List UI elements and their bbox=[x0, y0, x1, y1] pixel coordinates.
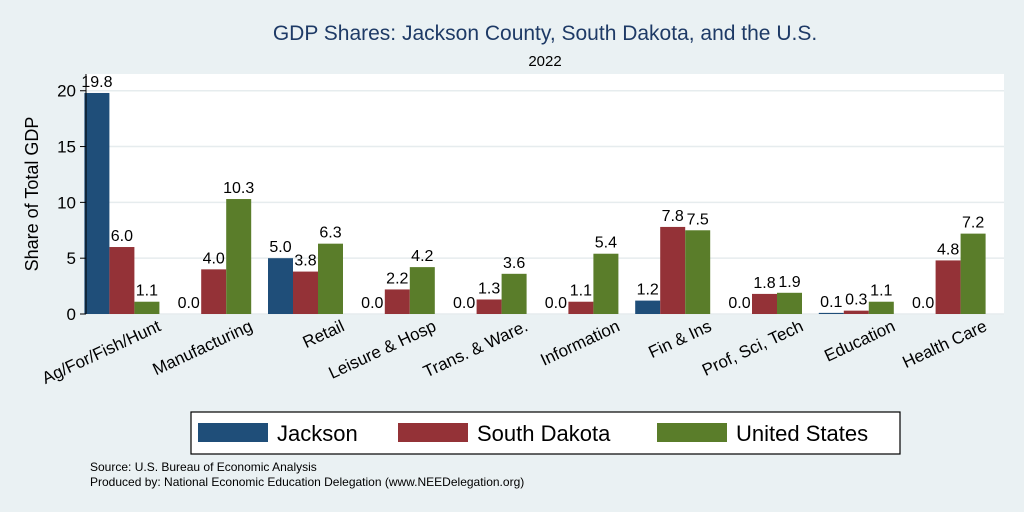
bar-south-dakota-prof-sci-tech bbox=[752, 293, 777, 314]
bar-united-states-prof-sci-tech bbox=[777, 292, 802, 314]
bar-united-states-health-care bbox=[960, 233, 986, 314]
value-label: 0.0 bbox=[912, 295, 934, 312]
bar-jackson-fin-ins bbox=[635, 300, 661, 314]
y-axis-label: Share of Total GDP bbox=[22, 117, 42, 272]
chart-subtitle: 2022 bbox=[528, 53, 561, 70]
bar-south-dakota-health-care bbox=[935, 260, 961, 314]
value-label: 1.9 bbox=[778, 274, 800, 291]
value-label: 1.1 bbox=[570, 283, 592, 300]
value-label: 7.2 bbox=[962, 215, 984, 232]
value-label: 1.8 bbox=[753, 275, 775, 292]
x-label-health-care: Health Care bbox=[900, 316, 990, 372]
value-label: 0.0 bbox=[361, 295, 383, 312]
bar-united-states-leisure-hosp bbox=[409, 267, 435, 314]
bar-south-dakota-fin-ins bbox=[660, 226, 686, 314]
legend-swatch-south-dakota bbox=[398, 423, 468, 442]
value-label: 1.1 bbox=[136, 283, 158, 300]
bars-group bbox=[84, 92, 986, 314]
source-note: Source: U.S. Bureau of Economic Analysis bbox=[90, 460, 317, 474]
value-label: 4.2 bbox=[411, 248, 433, 265]
bar-united-states-ag-for-fish-hunt bbox=[134, 301, 160, 314]
value-label: 6.3 bbox=[319, 225, 341, 242]
value-label: 3.8 bbox=[294, 253, 316, 270]
legend-label-united-states: United States bbox=[736, 421, 868, 446]
value-label: 5.4 bbox=[595, 235, 617, 252]
y-tick-label: 0 bbox=[67, 305, 76, 324]
value-label: 4.0 bbox=[203, 250, 225, 267]
y-tick-label: 10 bbox=[57, 193, 76, 212]
value-label: 7.8 bbox=[662, 208, 684, 225]
bar-south-dakota-ag-for-fish-hunt bbox=[109, 247, 135, 314]
value-label: 19.8 bbox=[81, 74, 112, 91]
bar-south-dakota-retail bbox=[293, 271, 318, 314]
produced-by-note: Produced by: National Economic Education… bbox=[90, 475, 524, 489]
bar-south-dakota-leisure-hosp bbox=[384, 289, 410, 314]
legend-swatch-united-states bbox=[657, 423, 727, 442]
legend-box bbox=[190, 411, 901, 455]
bar-south-dakota-information bbox=[568, 301, 594, 314]
x-label-information: Information bbox=[537, 316, 622, 369]
bar-south-dakota-trans-ware bbox=[476, 299, 502, 314]
value-label: 6.0 bbox=[111, 228, 133, 245]
value-label: 2.2 bbox=[386, 270, 408, 287]
value-label: 4.8 bbox=[937, 241, 959, 258]
value-label: 5.0 bbox=[269, 239, 291, 256]
bar-united-states-information bbox=[593, 253, 619, 314]
legend: Jackson South Dakota United States bbox=[190, 411, 901, 455]
bar-jackson-retail bbox=[268, 258, 293, 314]
bar-jackson-ag-for-fish-hunt bbox=[84, 92, 110, 314]
value-label: 0.0 bbox=[453, 295, 475, 312]
value-label: 0.0 bbox=[728, 295, 750, 312]
x-label-manufacturing: Manufacturing bbox=[150, 316, 256, 379]
x-label-prof-sci-tech: Prof, Sci, Tech bbox=[699, 316, 806, 379]
y-tick-label: 5 bbox=[67, 249, 76, 268]
y-tick-label: 15 bbox=[57, 138, 76, 157]
value-label: 10.3 bbox=[223, 180, 254, 197]
y-ticks-group: 0 5 10 15 20 bbox=[57, 82, 86, 324]
bar-united-states-fin-ins bbox=[685, 230, 711, 314]
value-label: 0.1 bbox=[820, 294, 842, 311]
chart-title: GDP Shares: Jackson County, South Dakota… bbox=[273, 22, 817, 45]
bar-south-dakota-manufacturing bbox=[201, 269, 227, 314]
y-tick-label: 20 bbox=[57, 82, 76, 101]
value-label: 0.3 bbox=[845, 292, 867, 309]
value-label: 7.5 bbox=[687, 211, 709, 228]
value-labels-group: 19.86.01.10.04.010.35.03.86.30.02.24.20.… bbox=[81, 74, 984, 312]
value-label: 1.1 bbox=[870, 283, 892, 300]
bar-united-states-trans-ware bbox=[501, 273, 527, 314]
value-label: 3.6 bbox=[503, 255, 525, 272]
x-label-education: Education bbox=[821, 316, 898, 365]
bar-united-states-manufacturing bbox=[226, 199, 252, 314]
x-label-trans-ware: Trans. & Ware. bbox=[420, 316, 530, 381]
x-label-fin-ins: Fin & Ins bbox=[646, 316, 715, 362]
value-label: 0.0 bbox=[178, 295, 200, 312]
x-label-retail: Retail bbox=[300, 316, 347, 352]
bar-united-states-education bbox=[868, 301, 894, 314]
x-label-ag-for-fish-hunt: Ag/For/Fish/Hunt bbox=[39, 316, 164, 388]
value-label: 0.0 bbox=[545, 295, 567, 312]
legend-label-south-dakota: South Dakota bbox=[477, 421, 611, 446]
legend-swatch-jackson bbox=[198, 423, 268, 442]
bar-united-states-retail bbox=[318, 243, 343, 314]
legend-label-jackson: Jackson bbox=[277, 421, 358, 446]
bar-jackson-education bbox=[818, 312, 844, 314]
value-label: 1.2 bbox=[637, 282, 659, 299]
value-label: 1.3 bbox=[478, 280, 500, 297]
bar-south-dakota-education bbox=[843, 310, 869, 314]
